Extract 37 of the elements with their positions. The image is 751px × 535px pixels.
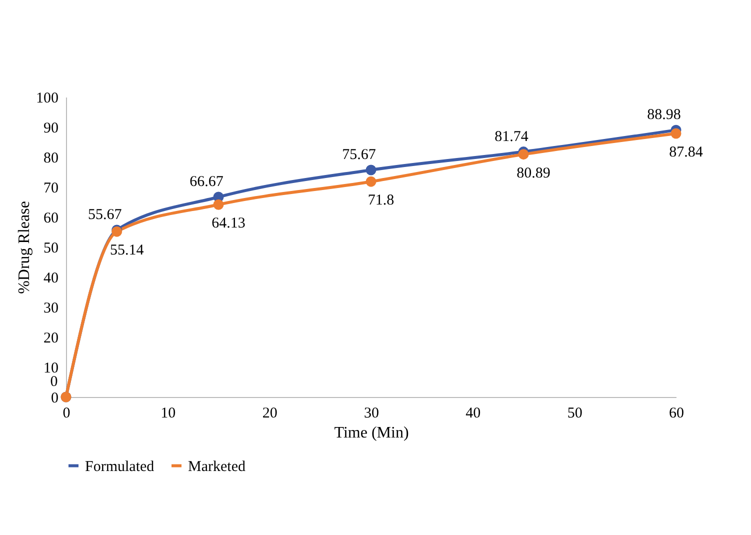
y-tick-label: 60 — [44, 210, 58, 226]
y-tick-label: 70 — [44, 180, 58, 196]
x-axis-title: Time (Min) — [334, 424, 409, 442]
legend-label: Marketed — [188, 458, 246, 475]
data-label: 55.67 — [88, 206, 122, 223]
point — [366, 176, 376, 187]
data-label: 71.8 — [368, 192, 394, 209]
legend-label: Formulated — [85, 458, 155, 475]
y-tick-label: 40 — [44, 270, 58, 286]
x-tick-label: 10 — [160, 406, 176, 422]
data-label: 87.84 — [669, 144, 704, 160]
x-tick-label: 20 — [262, 406, 278, 422]
point — [518, 149, 529, 160]
data-label: 66.67 — [190, 174, 224, 190]
y-tick-label: 10 — [44, 360, 58, 376]
y-tick-label: 100 — [36, 90, 58, 106]
y-tick-label: 50 — [44, 240, 58, 256]
y-tick-label: 90 — [44, 120, 58, 136]
data-label: 88.98 — [647, 107, 681, 124]
x-tick-label: 30 — [364, 406, 379, 422]
data-label: 81.74 — [494, 128, 529, 145]
data-label: 64.13 — [212, 216, 246, 232]
x-tick-label: 50 — [567, 406, 582, 422]
x-tick-label: 0 — [62, 406, 70, 422]
x-tick-label: 40 — [466, 406, 481, 422]
point — [366, 164, 376, 176]
point — [213, 199, 224, 210]
data-label: 75.67 — [342, 146, 376, 163]
y-axis-title: %Drug Rlease — [16, 201, 33, 294]
y-tick-label: 80 — [44, 150, 58, 166]
y-tick-label: 20 — [44, 330, 58, 346]
data-label: 55.14 — [110, 242, 144, 259]
y-tick-label: 0 — [51, 390, 58, 406]
y-tick-label: 30 — [44, 300, 58, 316]
point — [670, 128, 682, 139]
x-tick-label: 60 — [669, 406, 684, 422]
data-label: 80.89 — [516, 165, 550, 182]
